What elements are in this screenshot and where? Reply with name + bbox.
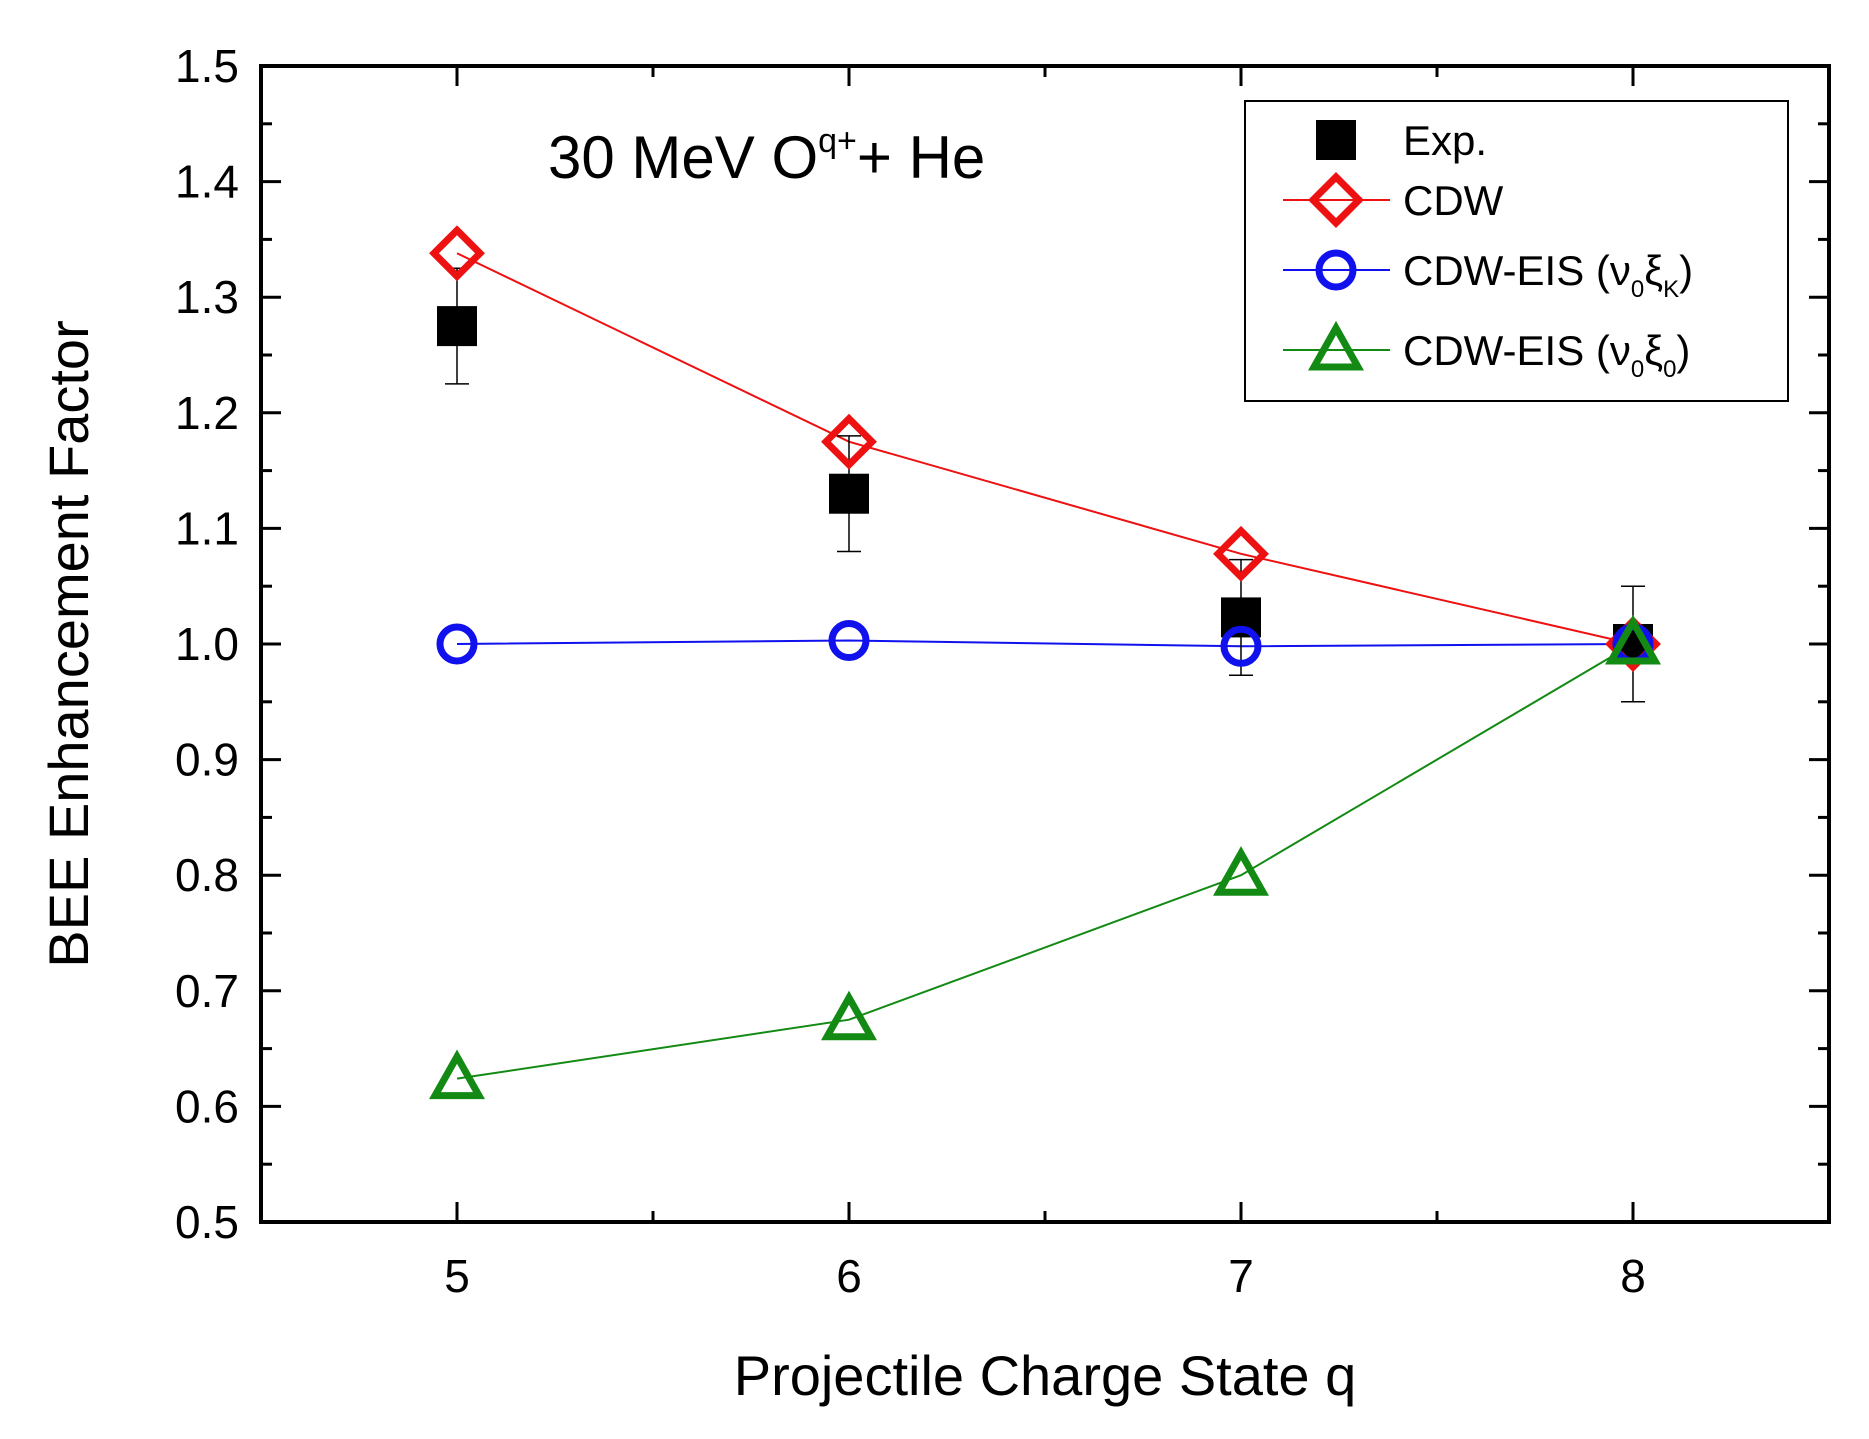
data-point-series-3 <box>821 990 877 1041</box>
data-point-series-1 <box>429 225 485 282</box>
legend-marker-2 <box>1315 249 1357 291</box>
y-tick-label: 0.8 <box>175 849 239 901</box>
series-line-2 <box>456 639 1634 648</box>
x-tick-label: 7 <box>1228 1250 1254 1302</box>
data-point-series-2 <box>1220 625 1262 667</box>
series-line-3 <box>456 643 1634 1080</box>
y-axis-title: BEE Enhancement Factor <box>37 320 100 967</box>
legend-marker-0 <box>1316 120 1356 160</box>
series-lines <box>456 252 1634 1080</box>
data-point-series-3 <box>429 1049 485 1100</box>
chart-annotation: 30 MeV Oq++ He <box>548 122 985 191</box>
y-tick-label: 0.5 <box>175 1196 239 1248</box>
data-point-series-2 <box>436 623 478 665</box>
legend-label-cdw-eis-k: CDW-EIS (ν0ξK) <box>1403 247 1693 303</box>
x-tick-label: 5 <box>444 1250 470 1302</box>
series-markers <box>429 225 1661 1100</box>
legend-label-cdw: CDW <box>1403 177 1504 224</box>
annotation-prefix: 30 MeV O <box>548 124 818 191</box>
y-tick-label: 1.3 <box>175 271 239 323</box>
data-point-series-0 <box>829 473 869 514</box>
y-tick-label: 1.1 <box>175 502 239 554</box>
plot-area: 0.5 0.6 0.7 0.8 0.9 1.0 1.1 1.2 1.3 1.4 1.5 5 6 7 8 <box>175 40 1831 1302</box>
y-tick-label: 1.4 <box>175 156 239 208</box>
data-point-series-2 <box>828 620 870 662</box>
data-point-series-1 <box>821 413 877 470</box>
legend-marker-3 <box>1308 320 1364 371</box>
data-point-series-3 <box>1605 614 1661 665</box>
x-tick-label: 8 <box>1620 1250 1646 1302</box>
axis-ticks <box>259 64 1831 1224</box>
y-tick-label: 1.2 <box>175 387 239 439</box>
legend-label-cdw-eis-0: CDW-EIS (ν0ξ0) <box>1403 327 1690 383</box>
x-axis-title: Projectile Charge State q <box>734 1344 1357 1407</box>
data-point-series-0 <box>437 306 477 347</box>
y-tick-label: 1.5 <box>175 40 239 92</box>
y-tick-label: 1.0 <box>175 618 239 670</box>
legend-symbols <box>1283 120 1390 371</box>
annotation-superscript: q+ <box>818 122 857 160</box>
axis-tick-labels: 0.5 0.6 0.7 0.8 0.9 1.0 1.1 1.2 1.3 1.4 1.5 5 6 7 8 <box>175 40 1646 1302</box>
annotation-suffix: + He <box>857 124 985 191</box>
data-point-series-3 <box>1213 846 1269 896</box>
y-tick-label: 0.9 <box>175 734 239 786</box>
y-tick-label: 0.7 <box>175 965 239 1017</box>
series-line-1 <box>456 252 1634 645</box>
legend: Exp. CDW CDW-EIS (ν0ξK) CDW-EIS (ν0ξ0) <box>1244 100 1789 402</box>
x-tick-label: 6 <box>836 1250 862 1302</box>
y-tick-label: 0.6 <box>175 1080 239 1132</box>
data-point-series-1 <box>1213 525 1269 582</box>
legend-label-exp: Exp. <box>1403 117 1487 164</box>
legend-marker-1 <box>1308 172 1364 228</box>
